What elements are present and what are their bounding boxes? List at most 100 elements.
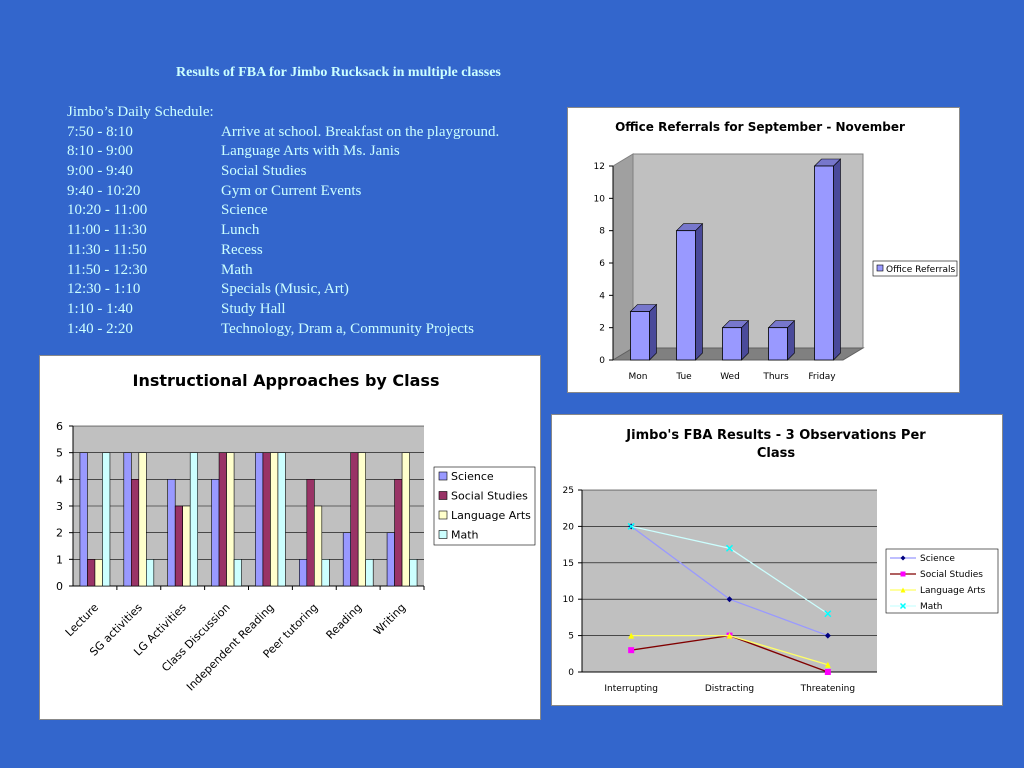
schedule-row: 11:30 - 11:50 Recess — [67, 241, 567, 261]
marker-x-stroke — [899, 602, 907, 610]
y-tick-label: 6 — [56, 420, 63, 433]
fba-results-svg: Jimbo's FBA Results - 3 Observations Per… — [563, 428, 999, 694]
schedule-row: 12:30 - 1:10 Specials (Music, Art) — [67, 280, 567, 300]
schedule-activity: Specials (Music, Art) — [221, 281, 349, 298]
schedule-row: 9:40 - 10:20 Gym or Current Events — [67, 182, 567, 202]
bar — [409, 559, 418, 587]
bar — [814, 165, 834, 361]
bar — [131, 479, 140, 587]
bar — [306, 479, 315, 587]
marker-diamond — [726, 596, 733, 603]
x-tick-label: Tue — [675, 372, 692, 382]
y-tick-label: 0 — [599, 356, 605, 366]
legend-label: Science — [451, 470, 494, 483]
y-tick-label: 0 — [568, 668, 574, 678]
schedule-activity: Social Studies — [221, 163, 307, 180]
bar — [394, 479, 403, 587]
bar — [102, 452, 111, 587]
bar — [123, 452, 132, 587]
bar — [255, 452, 264, 587]
bar — [211, 479, 220, 587]
bar — [299, 559, 308, 587]
schedule-time: 12:30 - 1:10 — [67, 281, 141, 298]
x-tick-label: Mon — [629, 372, 648, 382]
bar — [270, 452, 279, 587]
slide-title: Results of FBA for Jimbo Rucksack in mul… — [176, 65, 501, 80]
marker-square — [900, 571, 906, 577]
bar — [79, 452, 88, 587]
y-tick-label: 3 — [56, 500, 63, 513]
legend-label: Math — [451, 529, 479, 542]
bar — [233, 559, 242, 587]
x-tick-label: Lecture — [63, 601, 101, 639]
y-tick-label: 20 — [563, 522, 575, 532]
schedule-activity: Math — [221, 261, 253, 278]
x-tick-label: Thurs — [762, 372, 789, 382]
legend-swatch — [438, 491, 448, 500]
schedule-time: 11:50 - 12:30 — [67, 261, 148, 278]
marker-square — [824, 669, 831, 675]
bar — [314, 505, 323, 587]
marker-x — [627, 522, 635, 530]
x-tick-label: Writing — [371, 601, 408, 638]
schedule-time: 9:00 - 9:40 — [67, 163, 133, 180]
instructional-approaches-chart: Instructional Approaches by Class 0 1 2 3 4 5 6… — [39, 355, 541, 720]
x-tick-label: Interrupting — [604, 684, 658, 694]
bar — [321, 559, 330, 587]
bar — [357, 452, 366, 587]
schedule-row: 7:50 - 8:10 Arrive at school. Breakfast o… — [67, 123, 567, 143]
y-tick-label: 8 — [599, 227, 605, 237]
chart-title: Instructional Approaches by Class — [133, 371, 440, 390]
marker-triangle — [900, 587, 906, 593]
marker-x-stroke — [627, 522, 635, 530]
chart-title-line: Jimbo's FBA Results - 3 Observations Per — [625, 428, 926, 443]
y-tick-label: 10 — [563, 595, 575, 605]
schedule-row: 11:00 - 11:30 Lunch — [67, 221, 567, 241]
office-referrals-svg: Office Referrals for September - Novembe… — [594, 120, 958, 382]
marker-x — [725, 544, 734, 552]
bar — [768, 327, 788, 361]
schedule-activity: Science — [221, 202, 268, 219]
marker-diamond — [824, 632, 831, 639]
schedule-row: 1:40 - 2:20 Technology, Dram a, Community… — [67, 320, 567, 340]
schedule-row: 8:10 - 9:00 Language Arts with Ms. Janis — [67, 142, 567, 162]
schedule-activity: Language Arts with Ms. Janis — [221, 143, 400, 160]
y-tick-label: 2 — [56, 527, 63, 540]
fba-results-chart: Jimbo's FBA Results - 3 Observations Per… — [551, 414, 1003, 706]
bar — [342, 532, 351, 587]
legend-label: Science — [920, 554, 955, 564]
schedule-activity: Arrive at school. Breakfast on the playg… — [221, 123, 500, 140]
bar — [630, 311, 650, 361]
y-tick-label: 4 — [56, 473, 63, 486]
marker-triangle — [824, 661, 831, 668]
y-tick-label: 4 — [599, 291, 605, 301]
bar — [277, 452, 286, 587]
schedule-time: 1:10 - 1:40 — [67, 300, 133, 317]
bar — [189, 452, 198, 587]
y-tick-label: 15 — [563, 559, 574, 569]
office-referrals-chart: Office Referrals for September - Novembe… — [567, 107, 960, 393]
legend — [872, 260, 958, 277]
x-tick-label: Friday — [808, 372, 836, 382]
bar — [722, 327, 742, 361]
legend — [885, 548, 999, 614]
legend-label: Language Arts — [451, 509, 531, 522]
y-tick-label: 0 — [56, 580, 63, 593]
x-tick-label: Independent Reading — [184, 601, 277, 694]
schedule-row: 10:20 - 11:00 Science — [67, 201, 567, 221]
bar — [138, 452, 147, 587]
x-tick-label: Reading — [324, 601, 365, 642]
chart-title: Office Referrals for September - Novembe… — [615, 120, 905, 134]
schedule-heading-text: Jimbo’s Daily Schedule: — [67, 104, 214, 120]
legend-label: Office Referrals — [886, 265, 955, 275]
marker-x-stroke — [824, 610, 832, 618]
schedule-row: 11:50 - 12:30 Math — [67, 261, 567, 281]
legend-label: Social Studies — [451, 490, 528, 503]
marker-triangle — [726, 632, 733, 639]
schedule-activity: Technology, Dram a, Community Projects — [221, 320, 474, 337]
schedule-row: 1:10 - 1:40 Study Hall — [67, 300, 567, 320]
y-tick-label: 5 — [568, 632, 574, 642]
schedule-time: 10:20 - 11:00 — [67, 202, 148, 219]
bar — [676, 230, 696, 361]
legend — [433, 466, 536, 546]
